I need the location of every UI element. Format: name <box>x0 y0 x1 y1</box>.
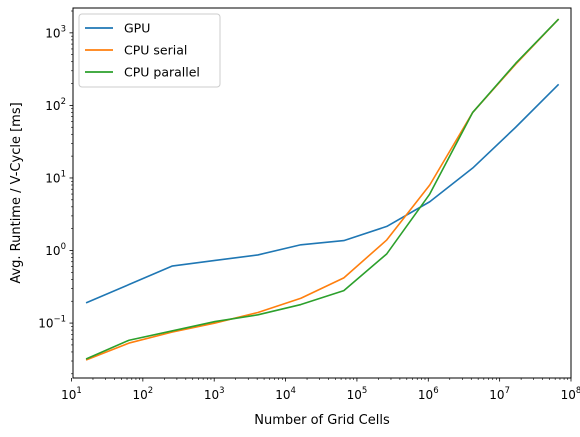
series-line-gpu <box>85 83 560 304</box>
legend-label-gpu: GPU <box>124 21 150 36</box>
legend-label-cpu-parallel: CPU parallel <box>124 65 200 80</box>
x-tick-label: 103 <box>204 386 225 402</box>
x-tick-label: 107 <box>489 386 510 402</box>
x-tick-label: 108 <box>561 386 580 402</box>
x-tick-label: 105 <box>347 386 368 402</box>
legend: GPU CPU serial CPU parallel <box>78 13 221 88</box>
y-tick-label: 102 <box>45 97 66 113</box>
ticks-layer: 101 102 103 104 105 106 107 108 10−1 100 101 102 103 <box>38 10 580 402</box>
x-axis-label: Number of Grid Cells <box>254 413 390 428</box>
y-tick-label: 10−1 <box>38 315 66 331</box>
series-layer <box>85 18 560 361</box>
plot-frame <box>72 7 572 379</box>
legend-label-cpu-serial: CPU serial <box>124 43 187 58</box>
y-tick-label: 100 <box>45 242 66 258</box>
x-tick-label: 106 <box>418 386 439 402</box>
y-tick-label: 101 <box>45 169 66 185</box>
y-tick-label: 103 <box>45 24 66 40</box>
x-tick-label: 101 <box>61 386 82 402</box>
y-axis-label: Avg. Runtime / V-Cycle [ms] <box>9 102 24 283</box>
x-tick-label: 104 <box>275 386 296 402</box>
x-tick-label: 102 <box>132 386 153 402</box>
series-line-cpu-parallel <box>85 18 560 360</box>
legend-box <box>78 13 221 88</box>
